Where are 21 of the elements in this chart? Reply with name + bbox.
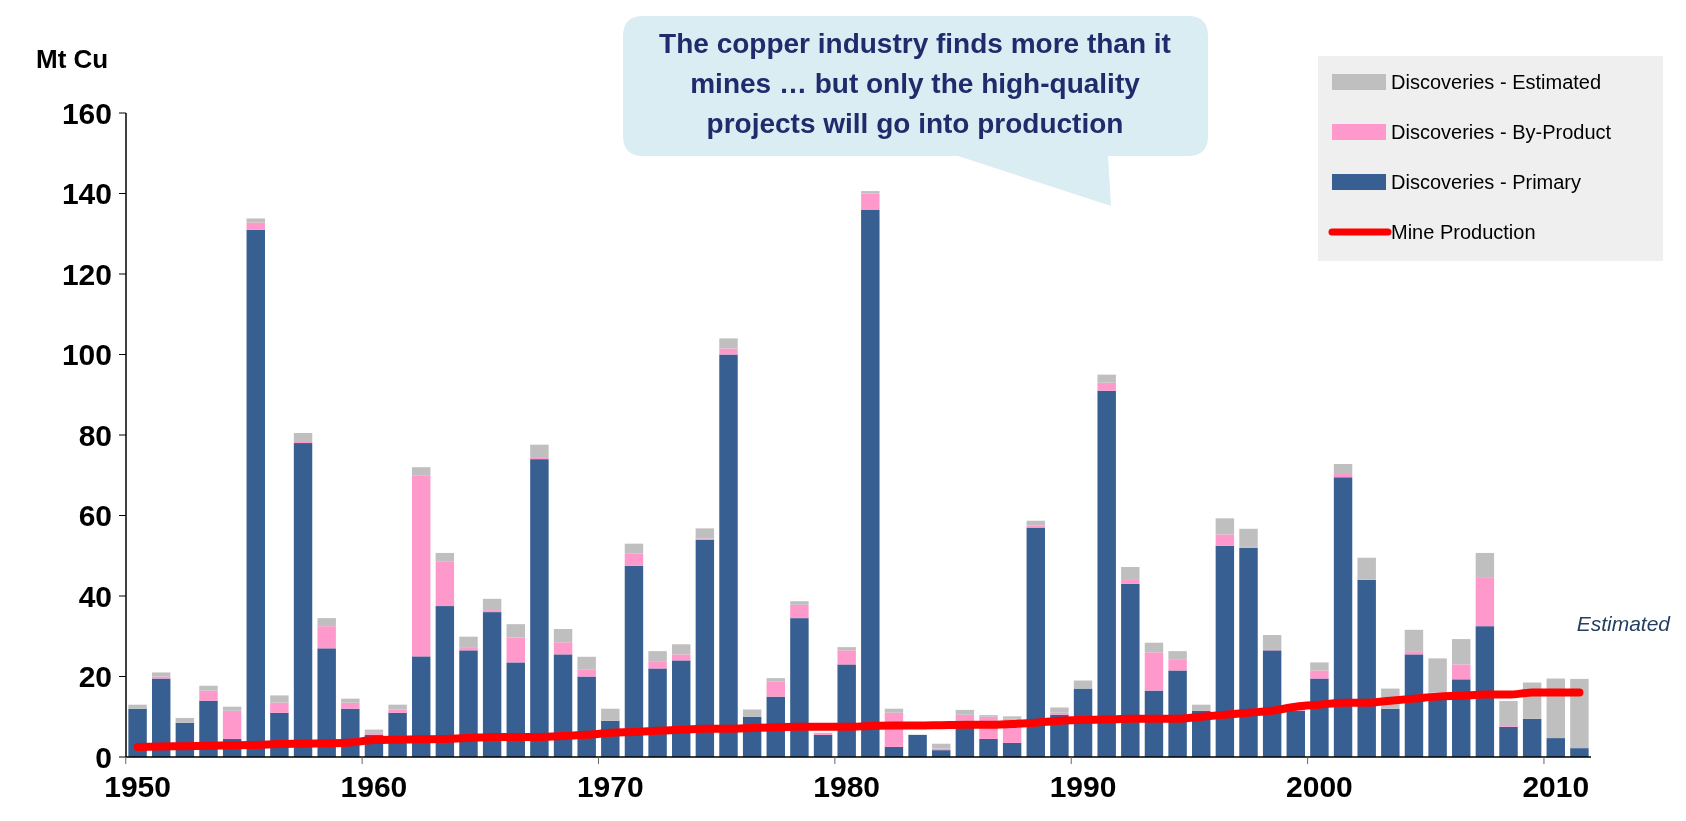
annotation: The copper industry finds more than it mines … but only the high-quality projects will go into production — [659, 28, 1171, 139]
x-tick-label: 1980 — [813, 770, 881, 803]
y-tick-label: 120 — [61, 257, 112, 291]
y-tick-label: 80 — [78, 418, 112, 452]
x-tick-label: 2010 — [1522, 770, 1590, 803]
y-axis-title: Mt Cu — [36, 44, 109, 74]
y-tick-label: 160 — [61, 96, 112, 130]
x-tick-label: 2000 — [1286, 770, 1353, 803]
legend-label: Discoveries - Primary — [1391, 171, 1582, 193]
annotation: Estimated — [1576, 612, 1672, 635]
x-tick-label: 1960 — [340, 770, 408, 803]
x-tick-label: 1970 — [576, 770, 644, 803]
y-tick-label: 140 — [61, 177, 112, 210]
legend-label: Discoveries - Estimated — [1391, 71, 1602, 93]
y-tick-label: 40 — [78, 579, 112, 613]
y-tick-label: 100 — [61, 338, 112, 371]
legend-label: Discoveries - By-Product — [1391, 121, 1612, 143]
legend-label: Mine Production — [1391, 221, 1536, 243]
y-tick-label: 20 — [78, 660, 112, 693]
x-tick-label: 1990 — [1049, 770, 1117, 803]
y-tick-label: 60 — [78, 499, 112, 532]
